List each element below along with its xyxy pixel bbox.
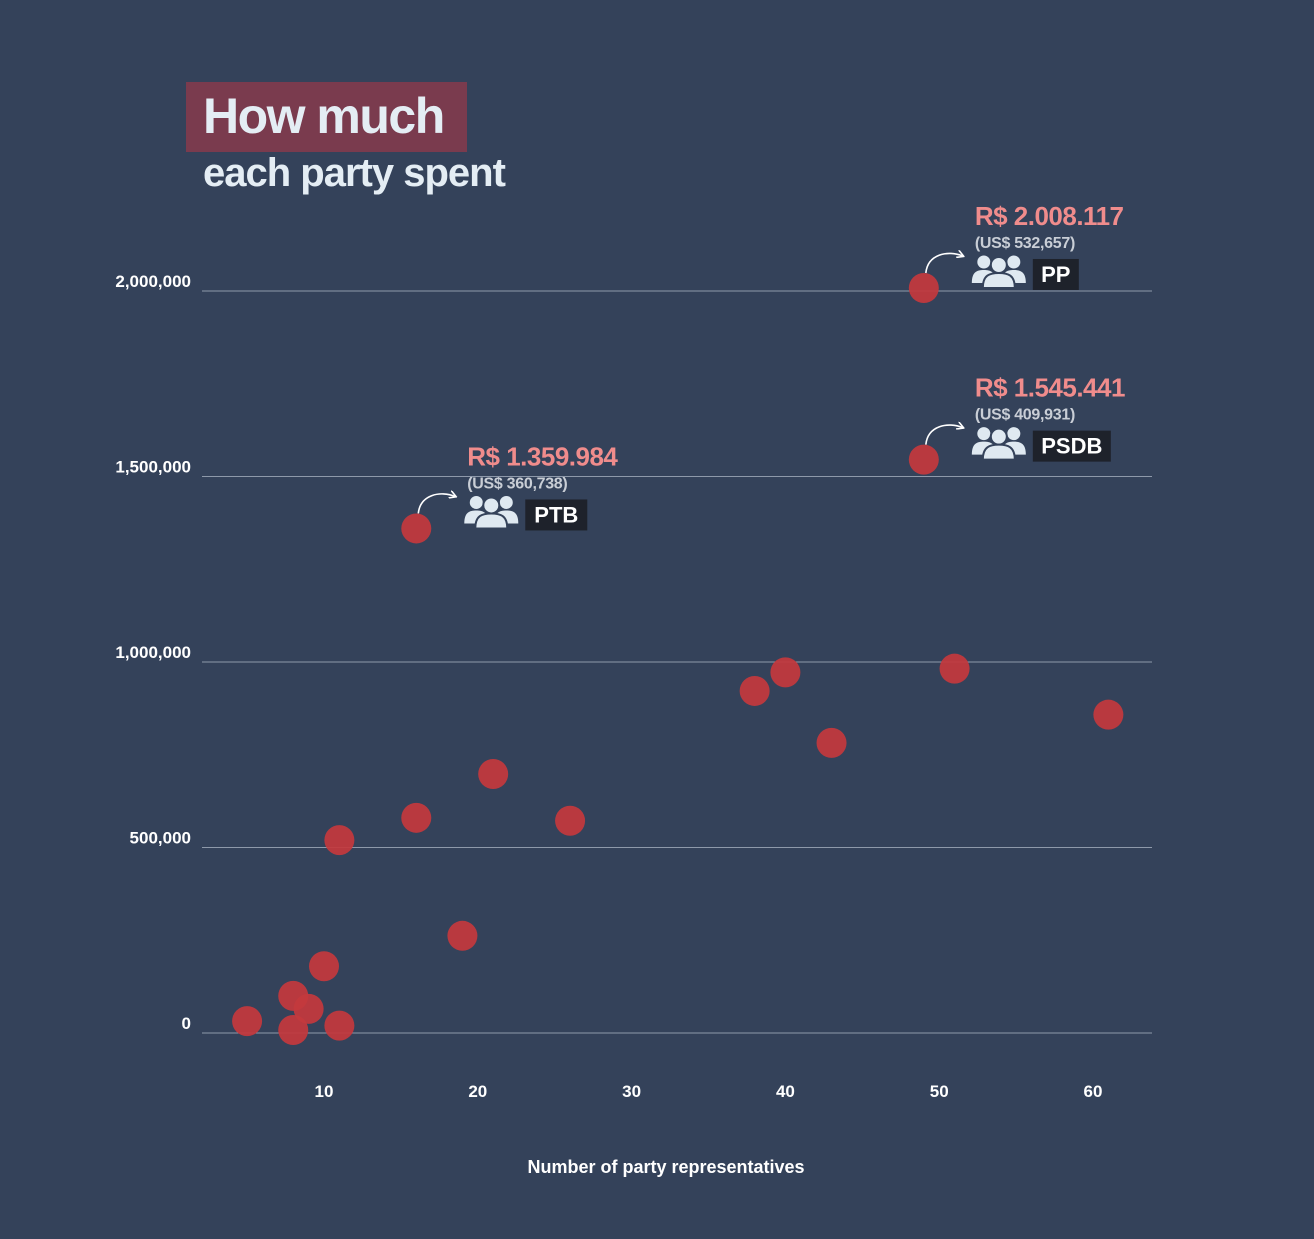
annotation-brl-value: R$ 2.008.117 [975,201,1124,231]
data-point [770,657,801,688]
party-label: PTB [534,502,578,527]
people-icon [971,255,1026,289]
data-point [908,444,939,475]
data-point [478,759,509,790]
title-line-2: each party spent [203,151,506,195]
data-point [447,920,478,951]
x-axis-tick-labels: 10 20 30 40 50 60 [315,1082,1103,1101]
y-tick-label: 0 [182,1014,191,1033]
annotation-brl-value: R$ 1.359.984 [467,441,618,471]
data-point [739,675,770,706]
x-tick-label: 10 [315,1082,334,1101]
annotation-ptb: R$ 1.359.984 (US$ 360,738) PTB [417,441,619,531]
data-point [324,825,355,856]
people-icon [464,495,519,530]
data-point [293,993,324,1024]
title-highlight [186,82,467,152]
annotation-usd-value: (US$ 360,738) [467,475,567,492]
party-label-box [1032,258,1079,290]
annotation-brl-value: R$ 1.545.441 [975,373,1125,403]
y-tick-label: 500,000 [130,829,191,848]
annotation-psdb: R$ 1.545.441 (US$ 409,931) PSDB [925,373,1125,462]
annotation-arrow [925,253,963,274]
people-icon [971,427,1026,461]
data-point [278,1015,309,1046]
data-point [555,805,586,836]
data-point [939,653,970,684]
x-tick-label: 20 [468,1082,487,1101]
annotation-usd-value: (US$ 532,657) [975,235,1075,252]
party-label: PSDB [1041,434,1102,459]
data-point [309,951,339,982]
x-tick-label: 30 [622,1082,641,1101]
y-axis-tick-labels: 0 500,000 1,000,000 1,500,000 2,000,000 [115,272,191,1033]
chart-title: How much each party spent [186,82,507,195]
data-point [816,727,847,758]
annotation-arrow [417,494,455,514]
data-point [401,802,432,833]
annotation-pp: R$ 2.008.117 (US$ 532,657) PP [925,201,1124,290]
data-points [232,272,1124,1046]
y-tick-label: 2,000,000 [115,272,191,291]
y-gridlines [202,290,1152,1034]
y-tick-label: 1,500,000 [115,458,191,477]
x-axis-title: Number of party representatives [527,1157,804,1177]
data-point [1093,699,1124,730]
data-point [401,513,432,544]
data-point [232,1006,263,1037]
party-label: PP [1041,262,1070,287]
data-point [324,1010,355,1041]
x-tick-label: 60 [1084,1082,1103,1101]
x-tick-label: 40 [776,1082,795,1101]
party-label-box [525,499,588,531]
annotation-usd-value: (US$ 409,931) [975,407,1075,424]
annotation-arrow [925,425,963,445]
annotations: R$ 2.008.117 (US$ 532,657) PP R$ 1.545.441 (… [417,201,1125,531]
title-line-1: How much [203,88,444,144]
data-point [908,272,939,303]
y-tick-label: 1,000,000 [115,643,191,662]
x-tick-label: 50 [930,1082,949,1101]
party-label-box [1032,430,1111,462]
